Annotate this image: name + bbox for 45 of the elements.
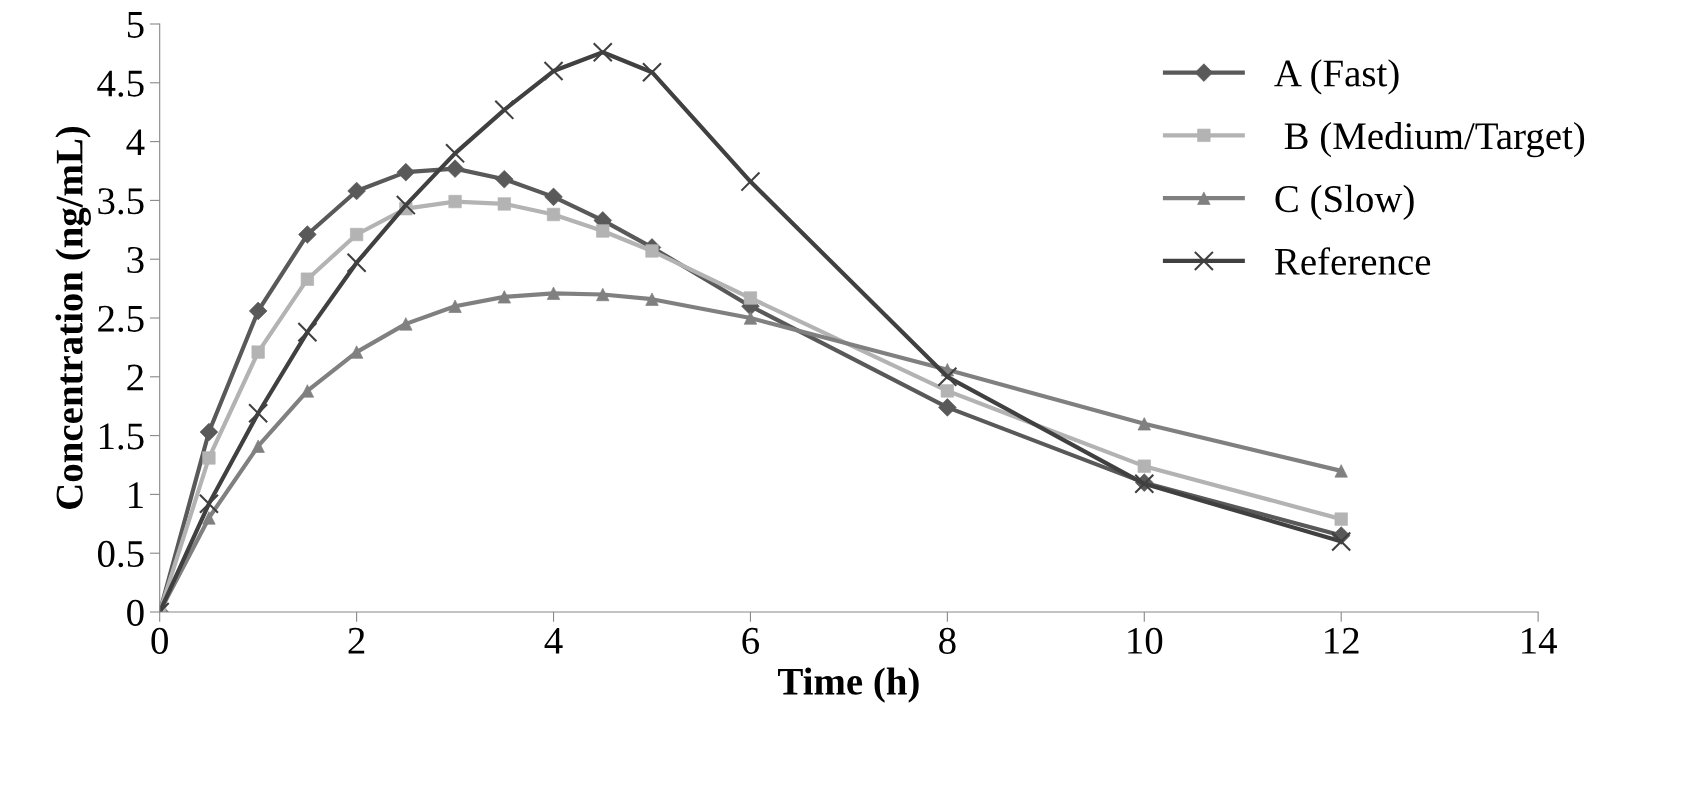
point (346, 252, 367, 273)
legend-label: B (Medium/Target) (1284, 121, 1585, 158)
point (937, 366, 958, 387)
y-tick-label: 1 (129, 482, 143, 508)
y-tick-label: 0 (127, 599, 144, 626)
point (248, 403, 269, 424)
point (198, 493, 219, 514)
point (497, 197, 511, 211)
y-axis-title: Concentration (ng/mL) (55, 126, 91, 509)
point (940, 384, 954, 398)
x-tick-label: 2 (348, 627, 365, 654)
x-tick-label: 4 (544, 627, 563, 654)
point (641, 62, 663, 83)
point (1331, 531, 1352, 552)
x-tick-label: 12 (1325, 627, 1359, 654)
y-tick-label: 3.5 (98, 188, 144, 215)
legend-label: Reference (1274, 247, 1431, 275)
y-tick-label: 1.5 (99, 423, 144, 450)
point (546, 286, 561, 300)
y-tick-label: 2.5 (98, 305, 144, 333)
y-tick-label: 3 (127, 246, 144, 274)
point (543, 60, 564, 82)
y-tick-label: 4.5 (97, 70, 144, 97)
y-tick-label: 0.5 (97, 540, 144, 568)
legend-label: A (Fast) (1274, 59, 1399, 95)
x-tick-label: 6 (742, 627, 760, 654)
point (445, 159, 465, 178)
y-tick-label: 5 (127, 12, 144, 38)
point (448, 194, 462, 209)
y-tick-label: 2 (127, 364, 143, 391)
x-tick-label: 0 (151, 627, 168, 654)
point (740, 171, 761, 192)
point (445, 143, 466, 164)
point (395, 195, 416, 216)
x-tick-label: 10 (1128, 627, 1163, 654)
y-tick-label: 4 (126, 129, 145, 156)
point (592, 42, 613, 63)
point (494, 99, 515, 120)
x-tick-label: 14 (1522, 627, 1557, 654)
x-tick-label: 8 (939, 627, 956, 654)
legend-label: C (Slow) (1275, 184, 1414, 221)
point (347, 181, 366, 201)
x-axis-title: Time (h) (778, 667, 919, 703)
point (544, 187, 563, 207)
point (297, 322, 318, 343)
